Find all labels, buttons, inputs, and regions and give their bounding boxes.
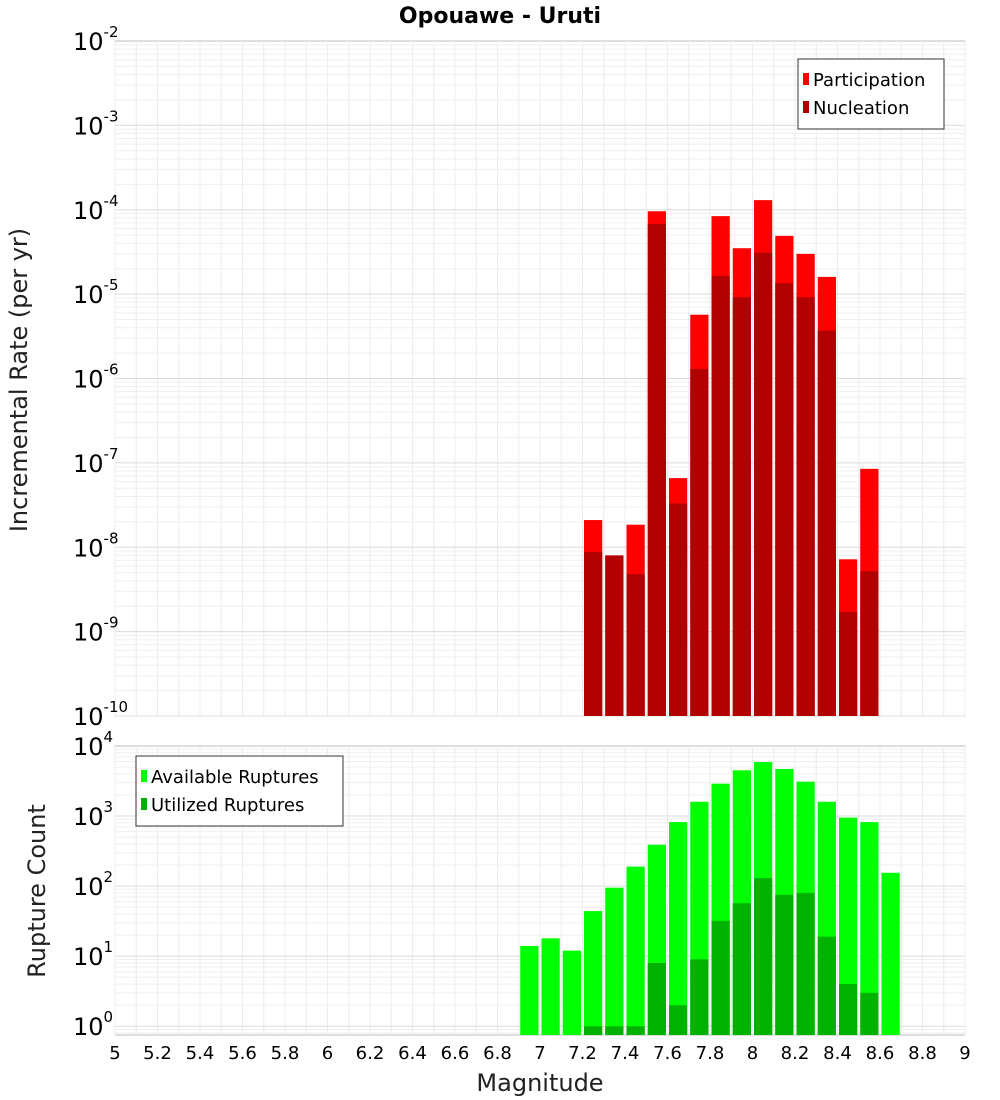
count-available-ruptures-bar bbox=[669, 822, 688, 1035]
count-y-axis-label: Rupture Count bbox=[23, 804, 51, 978]
x-tick-label: 8 bbox=[747, 1043, 758, 1064]
count-utilized-ruptures-bar bbox=[626, 1026, 645, 1035]
count-utilized-ruptures-bar bbox=[732, 903, 751, 1035]
count-y-tick-label: 104 bbox=[73, 728, 113, 761]
rate-y-tick-label: 10-4 bbox=[73, 192, 119, 225]
count-legend-box bbox=[135, 755, 344, 827]
rate-y-axis-label: Incremental Rate (per yr) bbox=[5, 228, 33, 532]
rate-nucleation-bar bbox=[605, 555, 624, 716]
count-y-tick-label: 100 bbox=[73, 1008, 113, 1041]
x-tick-label: 6.8 bbox=[483, 1043, 512, 1064]
x-tick-label: 5.2 bbox=[143, 1043, 172, 1064]
count-utilized-ruptures-bar bbox=[860, 992, 879, 1035]
chart-title: Opouawe - Uruti bbox=[399, 4, 601, 29]
count-panel: 104 103 102 101 100 Rupture Count Available … bbox=[23, 728, 966, 1041]
rate-y-tick-label: 10-9 bbox=[73, 614, 119, 647]
rate-nucleation-bar bbox=[669, 503, 688, 716]
x-tick-label: 5.4 bbox=[186, 1043, 215, 1064]
nucleation-legend-swatch bbox=[803, 101, 809, 113]
rate-y-tick-label: 10-5 bbox=[73, 276, 119, 309]
x-tick-label: 8.6 bbox=[866, 1043, 895, 1064]
count-utilized-ruptures-bar bbox=[584, 1026, 603, 1035]
rate-nucleation-bar bbox=[711, 275, 730, 716]
utilized-ruptures-legend-swatch bbox=[141, 798, 147, 810]
count-y-tick-label: 101 bbox=[73, 938, 113, 971]
participation-legend-swatch bbox=[803, 73, 809, 85]
count-utilized-ruptures-bar bbox=[669, 1005, 688, 1035]
rate-y-tick-label: 10-8 bbox=[73, 529, 119, 562]
count-utilized-ruptures-bar bbox=[796, 892, 815, 1035]
rate-nucleation-bar bbox=[732, 297, 751, 716]
count-available-ruptures-bar bbox=[584, 911, 603, 1035]
count-utilized-ruptures-bar bbox=[754, 878, 773, 1035]
rate-nucleation-bar bbox=[796, 297, 815, 716]
x-tick-label: 8.4 bbox=[823, 1043, 852, 1064]
x-tick-label: 7.8 bbox=[696, 1043, 725, 1064]
available-ruptures-legend-label: Available Ruptures bbox=[151, 767, 319, 788]
rate-legend: Participation Nucleation bbox=[797, 58, 945, 130]
x-tick-label: 7 bbox=[534, 1043, 545, 1064]
magnitude-x-ticks: 5 5.2 5.4 5.6 5.8 6 6.2 6.4 6.6 6.8 7 7.2 7.4 7.6 7.8 8… bbox=[109, 1043, 970, 1064]
count-bars bbox=[520, 762, 900, 1035]
x-tick-label: 8.8 bbox=[908, 1043, 937, 1064]
x-tick-label: 5.6 bbox=[228, 1043, 257, 1064]
x-tick-label: 7.2 bbox=[568, 1043, 597, 1064]
nucleation-legend-label: Nucleation bbox=[813, 98, 909, 119]
rate-nucleation-bar bbox=[647, 223, 666, 716]
count-available-ruptures-bar bbox=[562, 950, 581, 1035]
x-tick-label: 8.2 bbox=[781, 1043, 810, 1064]
rate-panel: 10-2 10-3 10-4 10-5 10-6 10-7 10-8 10-9 10-10 In… bbox=[5, 23, 966, 731]
rate-y-tick-label: 10-10 bbox=[73, 698, 128, 731]
count-utilized-ruptures-bar bbox=[839, 984, 858, 1035]
rate-y-tick-label: 10-2 bbox=[73, 23, 119, 56]
rate-nucleation-bar bbox=[817, 330, 836, 716]
count-utilized-ruptures-bar bbox=[647, 962, 666, 1035]
count-available-ruptures-bar bbox=[541, 938, 560, 1035]
x-tick-label: 6.6 bbox=[441, 1043, 470, 1064]
count-available-ruptures-bar bbox=[605, 887, 624, 1035]
x-tick-label: 5.8 bbox=[271, 1043, 300, 1064]
rate-nucleation-bar bbox=[754, 252, 773, 716]
rate-nucleation-bar bbox=[584, 551, 603, 716]
x-tick-label: 6 bbox=[322, 1043, 333, 1064]
rate-nucleation-bar bbox=[860, 571, 879, 716]
rate-y-tick-label: 10-6 bbox=[73, 361, 119, 394]
count-legend: Available Ruptures Utilized Ruptures bbox=[135, 755, 344, 827]
rate-nucleation-bar bbox=[690, 368, 709, 716]
rate-nucleation-bar bbox=[775, 283, 794, 716]
rate-y-ticks: 10-2 10-3 10-4 10-5 10-6 10-7 10-8 10-9 10-10 bbox=[73, 23, 128, 731]
rate-nucleation-bar bbox=[626, 574, 645, 716]
count-available-ruptures-bar bbox=[860, 822, 879, 1035]
count-available-ruptures-bar bbox=[520, 945, 539, 1035]
participation-legend-label: Participation bbox=[813, 70, 925, 91]
count-utilized-ruptures-bar bbox=[817, 936, 836, 1035]
x-tick-label: 5 bbox=[109, 1043, 120, 1064]
rate-bars bbox=[584, 200, 879, 717]
x-tick-label: 7.6 bbox=[653, 1043, 682, 1064]
count-available-ruptures-bar bbox=[839, 817, 858, 1035]
x-tick-label: 9 bbox=[959, 1043, 970, 1064]
rate-legend-box bbox=[797, 58, 945, 130]
utilized-ruptures-legend-label: Utilized Ruptures bbox=[151, 795, 304, 816]
x-tick-label: 6.2 bbox=[356, 1043, 385, 1064]
count-utilized-ruptures-bar bbox=[605, 1026, 624, 1035]
count-utilized-ruptures-bar bbox=[711, 920, 730, 1035]
count-y-tick-label: 102 bbox=[73, 868, 113, 901]
count-y-tick-label: 103 bbox=[73, 798, 113, 831]
rate-nucleation-bar bbox=[839, 612, 858, 716]
count-available-ruptures-bar bbox=[881, 872, 900, 1035]
x-axis-label: Magnitude bbox=[476, 1069, 603, 1097]
rate-y-tick-label: 10-7 bbox=[73, 445, 119, 478]
x-tick-label: 7.4 bbox=[611, 1043, 640, 1064]
rate-gridlines bbox=[114, 41, 966, 717]
count-utilized-ruptures-bar bbox=[690, 959, 709, 1035]
available-ruptures-legend-swatch bbox=[141, 770, 147, 782]
count-utilized-ruptures-bar bbox=[775, 894, 794, 1035]
count-y-ticks: 104 103 102 101 100 bbox=[73, 728, 113, 1041]
rate-y-tick-label: 10-3 bbox=[73, 107, 119, 140]
count-gridlines bbox=[114, 746, 966, 1035]
count-available-ruptures-bar bbox=[626, 866, 645, 1035]
x-tick-label: 6.4 bbox=[398, 1043, 427, 1064]
